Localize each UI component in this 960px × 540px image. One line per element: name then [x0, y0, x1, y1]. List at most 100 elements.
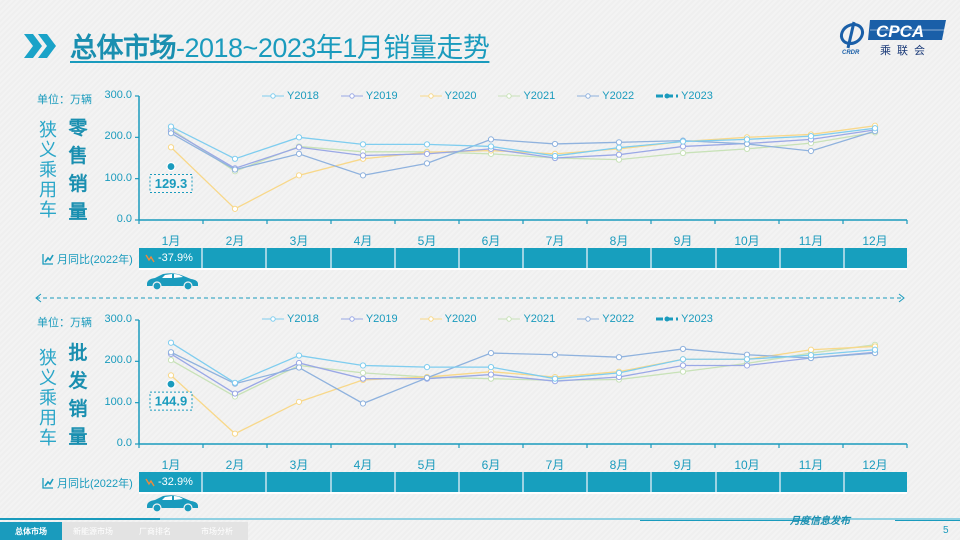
yoy-cell: -32.9% — [139, 472, 204, 492]
yoy-cell — [588, 248, 653, 268]
down-trend-icon — [145, 254, 155, 263]
yoy-cell — [267, 248, 332, 268]
x-tick-label: 10月 — [734, 234, 760, 248]
x-tick-label: 8月 — [609, 458, 629, 472]
unit-label: 单位：万辆 — [37, 94, 92, 106]
legend-item: Y2018 — [262, 313, 319, 325]
legend-item: Y2018 — [262, 90, 319, 102]
x-tick-label: 6月 — [481, 458, 501, 472]
metric-text: 批发销量 — [68, 343, 88, 448]
title-rest: -2018~2023年1月销量走势 — [176, 33, 490, 63]
trend-chart-icon — [42, 254, 54, 265]
yoy-cell — [395, 248, 460, 268]
category-label: 狭义乘用车 — [37, 348, 59, 448]
x-tick-label: 11月 — [798, 458, 824, 472]
yoy-cell — [588, 472, 653, 492]
yoy-cell: -37.9% — [139, 248, 204, 268]
yoy-cell — [716, 248, 781, 268]
legend-item: Y2021 — [498, 313, 555, 325]
yoy-row: -37.9% — [139, 248, 908, 270]
x-tick-label: 5月 — [417, 458, 437, 472]
svg-text:144.9: 144.9 — [155, 394, 188, 409]
cpca-logo: CRDR CPCA 乘联会 — [838, 18, 948, 58]
yoy-cell — [780, 472, 845, 492]
footer-tab-overall[interactable]: 总体市场 — [0, 522, 62, 540]
x-tick-label: 12月 — [862, 234, 888, 248]
x-tick-label: 4月 — [353, 458, 373, 472]
legend-item: Y2022 — [577, 313, 634, 325]
footer-tab-nev[interactable]: 新能源市场 — [62, 522, 124, 540]
x-tick-label: 7月 — [545, 458, 565, 472]
y-tick: 0.0 — [116, 437, 132, 449]
svg-text:乘联会: 乘联会 — [880, 44, 931, 57]
legend-item: Y2020 — [419, 313, 476, 325]
metric-text: 零售销量 — [68, 118, 88, 223]
section-divider — [34, 290, 906, 303]
x-tick-label: 5月 — [417, 234, 437, 248]
footer-tab-ranking[interactable]: 厂商排名 — [124, 522, 186, 540]
category-text: 狭义乘用车 — [39, 348, 57, 448]
legend-item: Y2021 — [498, 90, 555, 102]
x-tick-label: 1月 — [161, 458, 181, 472]
x-tick-label: 9月 — [673, 234, 693, 248]
page-header: 总体市场-2018~2023年1月销量走势 — [24, 26, 490, 65]
legend-item: Y2020 — [419, 90, 476, 102]
x-tick-label: 3月 — [289, 234, 309, 248]
down-trend-icon — [145, 478, 155, 487]
metric-label: 零售销量 — [67, 115, 89, 227]
yoy-label: 月同比(2022年) — [42, 475, 133, 491]
car-icon — [145, 494, 199, 517]
legend-item: Y2023 — [656, 313, 713, 325]
y-tick: 300.0 — [104, 89, 132, 101]
double-chevron-icon — [24, 33, 60, 58]
x-tick-label: 2月 — [225, 234, 245, 248]
chart-legend: Y2018 Y2019 Y2020 Y2021 Y2022 Y2023 — [262, 90, 713, 102]
car-icon — [145, 272, 199, 295]
y-tick: 0.0 — [116, 213, 132, 225]
footer-divider-accent — [0, 518, 160, 520]
title-bold: 总体市场 — [70, 33, 177, 63]
metric-label: 批发销量 — [67, 340, 89, 452]
trend-chart-icon — [42, 478, 54, 489]
y-tick: 300.0 — [104, 313, 132, 325]
yoy-cell — [203, 472, 268, 492]
yoy-cell — [459, 472, 525, 492]
yoy-cell — [524, 248, 589, 268]
yoy-cell — [203, 248, 268, 268]
legend-item: Y2022 — [577, 90, 634, 102]
y-tick: 200.0 — [104, 130, 132, 142]
footer-rule-right — [895, 520, 960, 521]
legend-item: Y2019 — [340, 313, 398, 325]
yoy-cell — [780, 248, 845, 268]
yoy-row: -32.9% — [139, 472, 908, 494]
wholesale-line-chart: 144.9 — [135, 319, 908, 448]
y-tick: 200.0 — [104, 354, 132, 366]
x-tick-label: 10月 — [734, 458, 760, 472]
x-tick-label: 11月 — [798, 234, 824, 248]
y-tick: 100.0 — [104, 172, 132, 184]
yoy-cell — [652, 472, 717, 492]
yoy-cell — [395, 472, 460, 492]
svg-text:CPCA: CPCA — [876, 22, 924, 41]
x-tick-label: 6月 — [481, 234, 501, 248]
svg-text:CRDR: CRDR — [842, 50, 860, 56]
svg-text:129.3: 129.3 — [155, 176, 188, 191]
x-tick-label: 4月 — [353, 234, 373, 248]
x-tick-label: 3月 — [289, 458, 309, 472]
footer-rule-left — [640, 520, 805, 521]
yoy-cell — [844, 248, 908, 268]
x-tick-label: 9月 — [673, 458, 693, 472]
yoy-label: 月同比(2022年) — [42, 251, 133, 267]
yoy-cell — [331, 472, 396, 492]
page-title: 总体市场-2018~2023年1月销量走势 — [70, 26, 490, 65]
yoy-cell — [267, 472, 332, 492]
x-tick-label: 8月 — [609, 234, 629, 248]
category-label: 狭义乘用车 — [37, 120, 59, 220]
y-tick: 100.0 — [104, 396, 132, 408]
x-tick-label: 2月 — [225, 458, 245, 472]
yoy-cell — [652, 248, 717, 268]
unit-label: 单位：万辆 — [37, 317, 92, 329]
footer-tab-analysis[interactable]: 市场分析 — [186, 522, 248, 540]
yoy-cell — [716, 472, 781, 492]
page-number: 5 — [943, 525, 949, 536]
